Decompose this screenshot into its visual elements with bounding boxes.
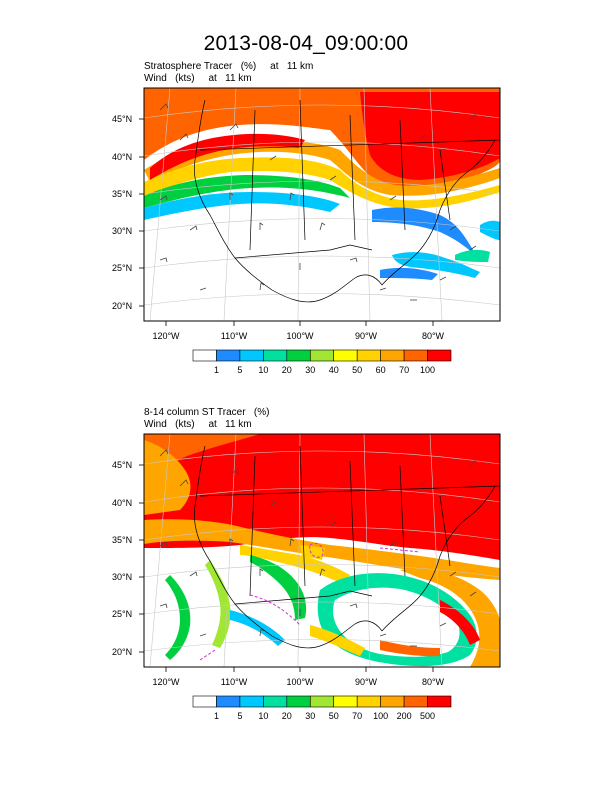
colorbar-label: 30 [305, 711, 315, 721]
wind-barbs [159, 103, 477, 301]
column-st-tracer-map: 45°N 40°N 35°N 30°N 25°N 20°N 120°W 110°… [112, 433, 501, 721]
colorbar-label: 20 [282, 365, 292, 375]
plot-title: 2013-08-04_09:00:00 [203, 32, 409, 55]
colorbar-swatch [309, 349, 335, 362]
colorbar-swatch [333, 695, 358, 708]
lon-label: 90°W [355, 677, 378, 687]
lat-label: 30°N [112, 226, 132, 236]
colorbar-labels: 1 5 10 20 30 50 70 100 200 500 [214, 711, 435, 721]
colorbar-swatch [403, 695, 428, 708]
lat-ticks [139, 464, 434, 672]
lon-label: 100°W [286, 331, 314, 341]
lat-label: 40°N [112, 498, 132, 508]
colorbar-label: 10 [258, 365, 268, 375]
colorbar-swatch [263, 695, 288, 708]
lon-label: 80°W [422, 331, 445, 341]
lat-label: 35°N [112, 535, 132, 545]
colorbar-labels: 1 5 10 20 30 40 50 60 70 100 [214, 365, 435, 375]
colorbar-label: 40 [329, 365, 339, 375]
lat-label: 45°N [112, 114, 132, 124]
colorbar-label: 50 [352, 365, 362, 375]
colorbar-swatch [192, 695, 217, 708]
magenta-contours [199, 542, 421, 661]
panel-1-field-label: Stratosphere Tracer (%) at 11 km [144, 61, 314, 72]
lon-label: 80°W [422, 677, 445, 687]
lon-label: 110°W [221, 331, 248, 341]
colorbar-label: 1 [214, 365, 219, 375]
colorbar-swatch [216, 349, 241, 362]
colorbar-swatch [263, 349, 288, 362]
colorbar-label: 10 [258, 711, 268, 721]
tracer-fill-layer [144, 434, 500, 667]
graticule [144, 88, 500, 321]
graticule [144, 434, 500, 667]
colorbar-label: 70 [352, 711, 362, 721]
lon-label: 90°W [355, 331, 378, 341]
wind-barbs [159, 449, 477, 647]
colorbar-label: 500 [420, 711, 435, 721]
lat-label: 25°N [112, 609, 132, 619]
lon-labels: 120°W 110°W 100°W 90°W 80°W [152, 677, 444, 687]
coastlines [194, 99, 500, 303]
colorbar [192, 695, 452, 708]
lat-label: 25°N [112, 263, 132, 273]
colorbar-swatch [427, 349, 452, 362]
colorbar-swatch [239, 349, 264, 362]
colorbar-swatch [356, 695, 381, 708]
colorbar-label: 5 [237, 711, 242, 721]
colorbar-label: 20 [282, 711, 292, 721]
panel-2-field-label: 8-14 column ST Tracer (%) [144, 407, 270, 418]
colorbar-label: 100 [420, 365, 435, 375]
colorbar-swatch [286, 695, 311, 708]
colorbar-swatch [309, 695, 335, 708]
colorbar-swatch [286, 349, 311, 362]
lat-labels: 45°N 40°N 35°N 30°N 25°N 20°N [112, 460, 132, 657]
lat-label: 35°N [112, 189, 132, 199]
colorbar-swatch [356, 349, 381, 362]
lon-label: 120°W [152, 677, 180, 687]
lat-label: 20°N [112, 301, 132, 311]
tracer-fill-layer [144, 88, 500, 321]
colorbar-swatch [380, 349, 405, 362]
lat-label: 45°N [112, 460, 132, 470]
colorbar-label: 200 [397, 711, 412, 721]
lat-label: 30°N [112, 572, 132, 582]
lat-ticks [139, 118, 434, 326]
coastlines [194, 445, 500, 649]
map-frame [143, 433, 501, 668]
colorbar-swatch [192, 349, 217, 362]
colorbar-swatch [216, 695, 241, 708]
panel-2-wind-label: Wind (kts) at 11 km [144, 419, 252, 430]
colorbar-label: 50 [329, 711, 339, 721]
colorbar-label: 70 [399, 365, 409, 375]
stratosphere-tracer-map: 45°N 40°N 35°N 30°N 25°N 20°N 120°W 110°… [112, 87, 501, 375]
colorbar-swatch [403, 349, 428, 362]
lon-label: 110°W [221, 677, 248, 687]
lon-label: 120°W [152, 331, 180, 341]
colorbar-label: 30 [305, 365, 315, 375]
colorbar-label: 5 [237, 365, 242, 375]
lat-labels: 45°N 40°N 35°N 30°N 25°N 20°N [112, 114, 132, 311]
lon-labels: 120°W 110°W 100°W 90°W 80°W [152, 331, 444, 341]
colorbar-swatch [239, 695, 264, 708]
colorbar-label: 100 [373, 711, 388, 721]
lat-label: 40°N [112, 152, 132, 162]
panel-1-wind-label: Wind (kts) at 11 km [144, 73, 252, 84]
map-frame [143, 87, 501, 322]
colorbar-label: 60 [376, 365, 386, 375]
lon-label: 100°W [286, 677, 314, 687]
colorbar [192, 349, 452, 362]
colorbar-swatch [333, 349, 358, 362]
lat-label: 20°N [112, 647, 132, 657]
colorbar-swatch [427, 695, 452, 708]
colorbar-swatch [380, 695, 405, 708]
colorbar-label: 1 [214, 711, 219, 721]
